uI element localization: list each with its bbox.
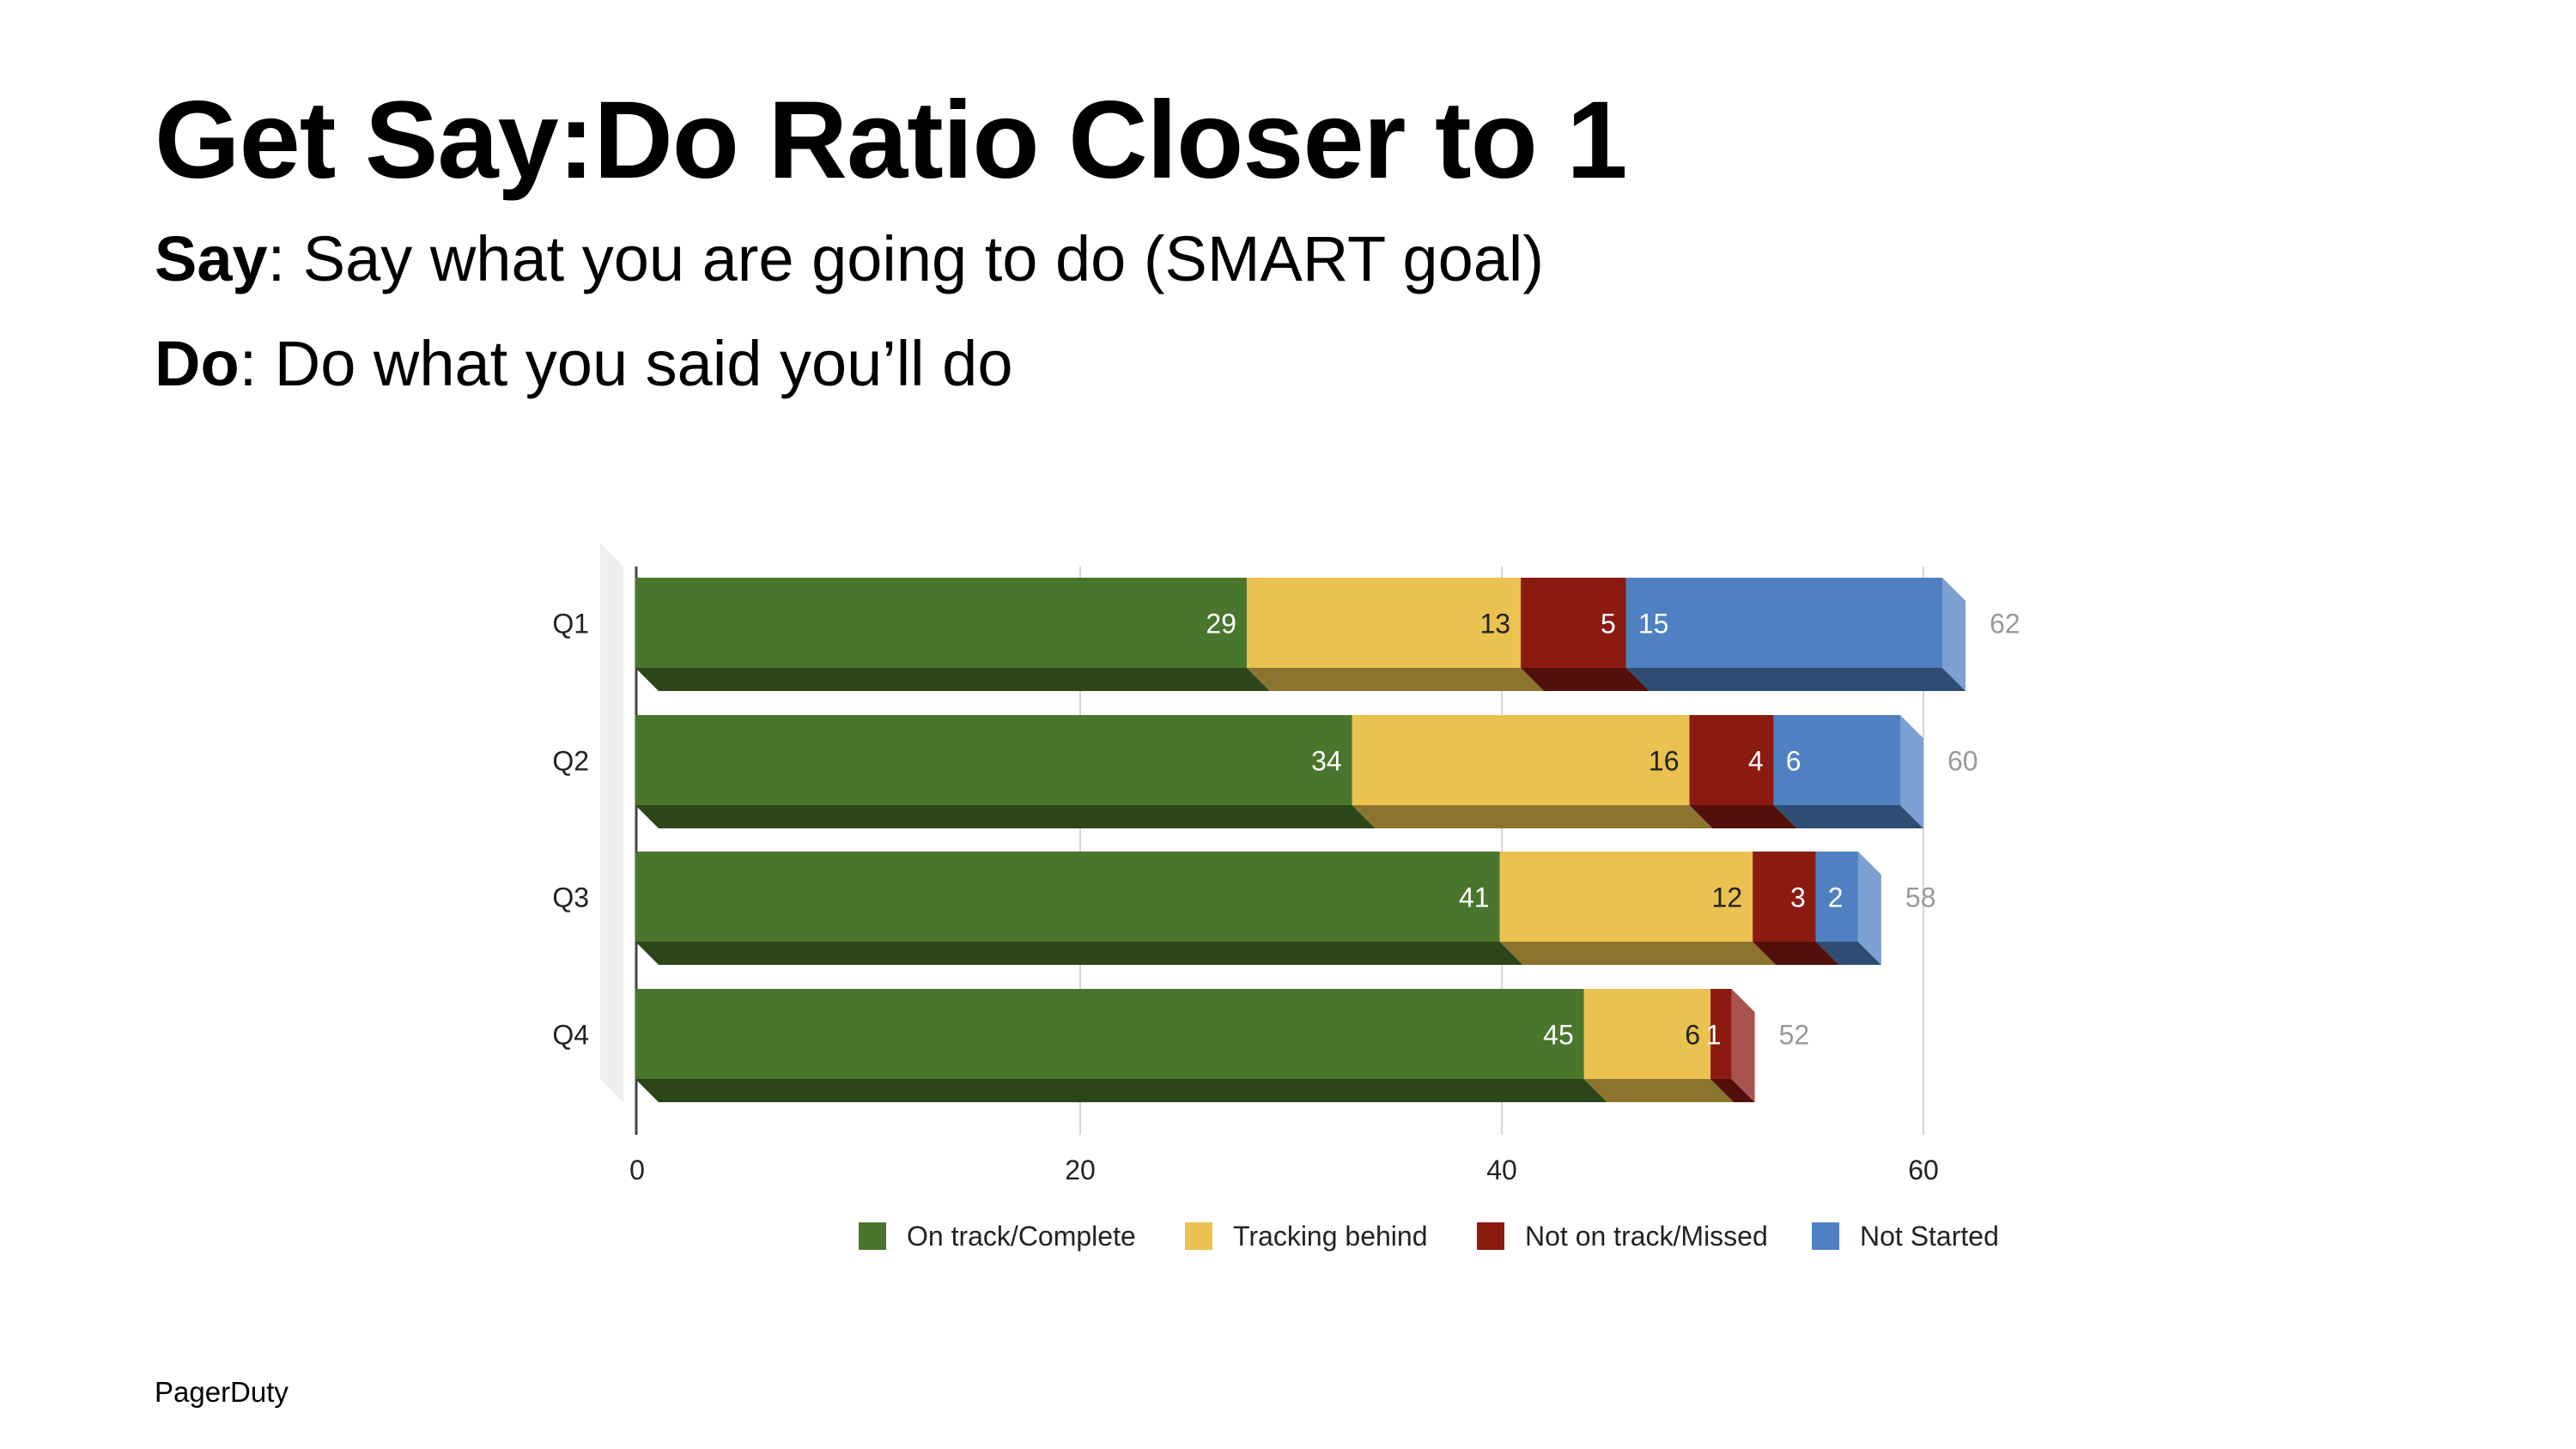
bar-end-cap <box>1900 715 1923 828</box>
legend-swatch <box>859 1222 886 1250</box>
bar-depth-face <box>1689 805 1797 828</box>
bar-end-cap <box>1731 989 1755 1102</box>
bar-segment <box>1499 852 1753 942</box>
bar-segment <box>1689 715 1774 805</box>
bar-depth-face <box>1246 668 1545 691</box>
say-text: : Say what you are going to do (SMART go… <box>267 223 1544 294</box>
category-label: Q3 <box>552 882 589 913</box>
category-label: Q2 <box>552 746 589 777</box>
bar-segment <box>1246 578 1522 668</box>
bar-depth-face <box>1499 942 1777 965</box>
do-definition: Do: Do what you said you’ll do <box>155 332 1012 396</box>
legend-swatch <box>1185 1222 1212 1250</box>
bar-value-label: 6 <box>1786 746 1801 777</box>
legend-label: Tracking behind <box>1233 1221 1428 1252</box>
legend-label: Not on track/Missed <box>1525 1221 1768 1252</box>
bar-segment <box>1815 852 1858 942</box>
x-tick-label: 60 <box>1908 1155 1939 1185</box>
bar-segment <box>635 989 1584 1079</box>
bar-value-label: 41 <box>1459 882 1490 913</box>
legend-swatch <box>1812 1222 1839 1250</box>
bar-segment <box>1710 989 1732 1079</box>
slide-title: Get Say:Do Ratio Closer to 1 <box>155 79 1628 202</box>
legend-label: Not Started <box>1860 1221 1999 1252</box>
bar-depth-face <box>1352 805 1713 828</box>
bar-segment <box>1521 578 1626 668</box>
x-tick-label: 0 <box>629 1155 645 1185</box>
bar-end-cap <box>1942 578 1966 691</box>
bar-segment <box>1625 578 1943 668</box>
do-term: Do <box>155 328 240 399</box>
bar-value-label: 3 <box>1790 882 1806 913</box>
pagerduty-logo: PagerDuty <box>155 1376 289 1408</box>
total-label: 52 <box>1779 1020 1810 1051</box>
bar-depth-face <box>1583 1079 1735 1102</box>
bar-depth-face <box>635 805 1376 828</box>
bar-depth-face <box>635 668 1270 691</box>
chart-side-wall <box>600 543 623 1102</box>
legend-label: On track/Complete <box>907 1221 1136 1252</box>
bar-value-label: 5 <box>1601 609 1616 640</box>
category-label: Q1 <box>552 609 589 640</box>
bar-depth-face <box>1521 668 1649 691</box>
x-tick-label: 20 <box>1065 1155 1096 1185</box>
bar-depth-face <box>1625 668 1966 691</box>
bar-segment <box>635 715 1352 805</box>
bar-value-label: 29 <box>1206 609 1236 640</box>
x-tick-label: 40 <box>1486 1155 1517 1185</box>
bar-segment <box>1753 852 1816 942</box>
category-label: Q4 <box>552 1020 589 1051</box>
bar-value-label: 13 <box>1480 609 1511 640</box>
total-label: 62 <box>1990 609 2020 640</box>
bar-segment <box>1773 715 1900 805</box>
bar-value-label: 45 <box>1543 1020 1574 1051</box>
legend-swatch <box>1477 1222 1504 1250</box>
bar-value-label: 16 <box>1649 746 1680 777</box>
bar-end-cap <box>1857 852 1881 965</box>
bar-value-label: 15 <box>1638 609 1669 640</box>
say-term: Say <box>155 223 268 294</box>
bar-depth-face <box>1773 805 1923 828</box>
bar-segment <box>635 578 1247 668</box>
total-label: 60 <box>1947 746 1978 777</box>
bar-value-label: 12 <box>1712 882 1743 913</box>
bar-value-label: 2 <box>1828 882 1844 913</box>
bar-value-label: 1 <box>1706 1020 1722 1051</box>
total-label: 58 <box>1905 882 1936 913</box>
bar-depth-face <box>635 1079 1607 1102</box>
bar-depth-face <box>1815 942 1881 965</box>
bar-depth-face <box>1710 1079 1755 1102</box>
bar-segment <box>1583 989 1711 1079</box>
say-definition: Say: Say what you are going to do (SMART… <box>155 227 1544 291</box>
bar-value-label: 34 <box>1311 746 1342 777</box>
bar-segment <box>1352 715 1690 805</box>
bar-value-label: 4 <box>1748 746 1764 777</box>
bar-depth-face <box>1753 942 1839 965</box>
bar-depth-face <box>635 942 1523 965</box>
do-text: : Do what you said you’ll do <box>239 328 1013 399</box>
bar-value-label: 6 <box>1685 1020 1700 1051</box>
bar-segment <box>635 852 1500 942</box>
